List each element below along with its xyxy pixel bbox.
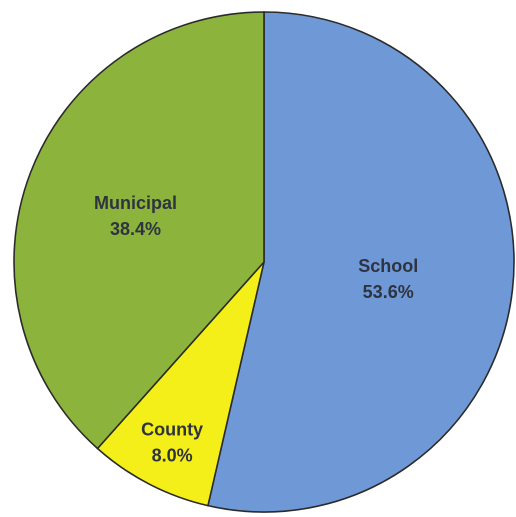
pie-slice-county (96, 261, 265, 507)
slice-value-county: 8.0% (152, 446, 193, 466)
slice-value-municipal: 38.4% (110, 219, 161, 239)
pie-slice-school (206, 11, 515, 513)
slice-label-school: School (358, 256, 418, 276)
slice-label-county: County (141, 420, 203, 440)
pie-slice-municipal (13, 11, 265, 450)
slice-value-school: 53.6% (363, 282, 414, 302)
slice-label-municipal: Municipal (94, 193, 177, 213)
